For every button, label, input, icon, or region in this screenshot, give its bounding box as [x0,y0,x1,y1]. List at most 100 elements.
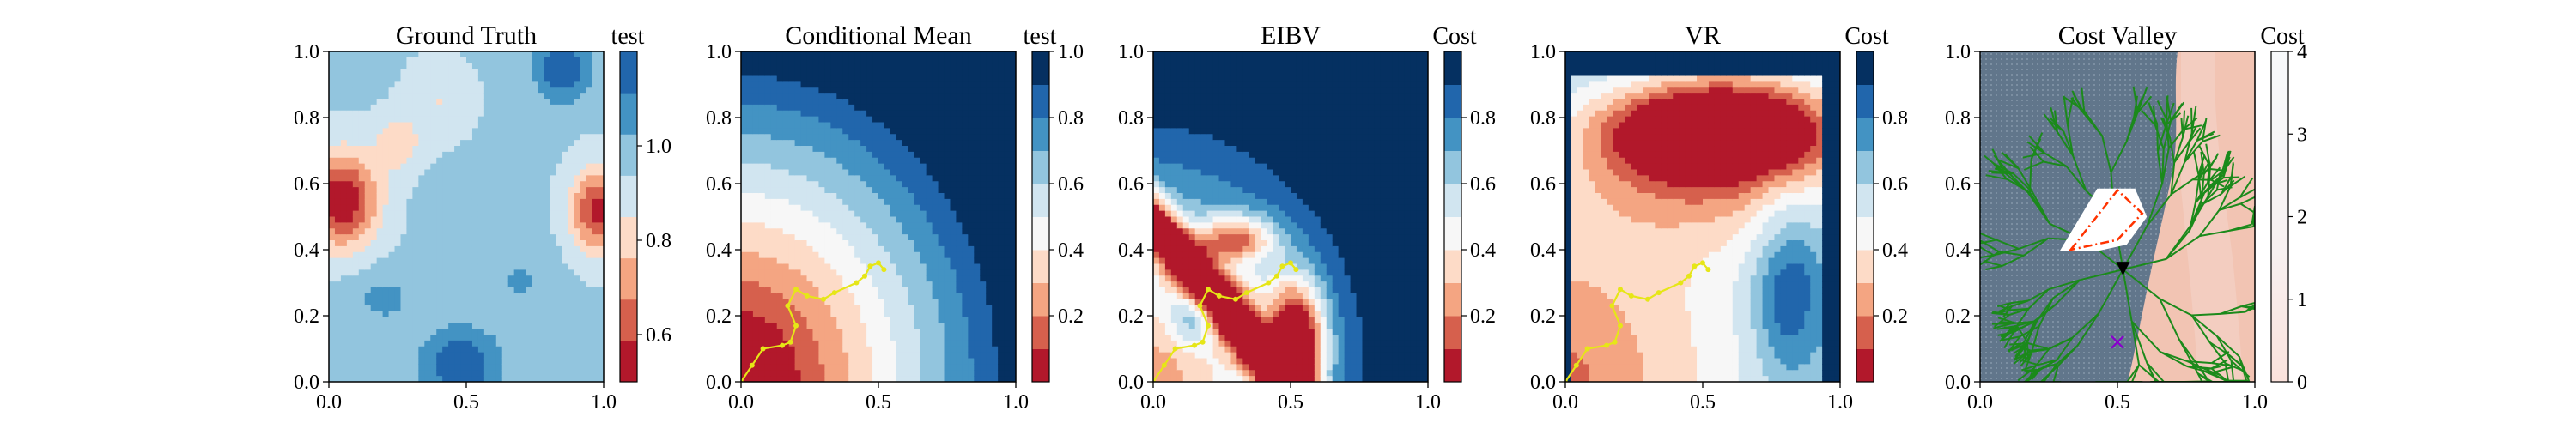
heat-cell [962,222,969,229]
heat-cell [544,198,550,206]
heat-cell [746,63,754,70]
heat-cell [746,257,754,265]
heat-cell [782,210,790,218]
heat-cell [334,281,342,288]
heat-cell [574,370,580,377]
heat-cell [890,329,897,335]
heat-cell [878,216,885,223]
heat-cell [824,263,831,270]
heat-cell [400,81,408,88]
heat-cell [340,299,348,306]
heat-cell [962,287,969,294]
heat-cell [950,210,957,218]
heat-cell [824,352,831,360]
heat-cell [764,116,772,124]
heat-cell [908,140,915,147]
heat-cell [758,104,766,112]
heat-cell [818,287,825,294]
heat-cell [752,317,760,323]
heat-cell [932,99,939,106]
heat-cell [334,358,342,365]
heat-cell [532,146,539,153]
heat-cell [848,175,855,182]
heat-cell [418,163,425,171]
heat-cell [495,216,503,223]
heat-cell [418,370,425,377]
heat-cell [812,305,820,312]
heat-cell [466,134,473,141]
heat-cell [442,340,449,347]
heat-cell [776,146,784,153]
heat-cell [406,134,413,141]
heat-cell [454,263,461,270]
heat-cell [489,51,497,58]
heat-cell [483,104,491,112]
heat-cell [866,169,873,176]
heat-cell [746,99,754,106]
heat-cell [586,163,592,171]
heat-cell [436,317,443,323]
heat-cell [400,116,408,124]
heat-cell [848,251,855,259]
heat-cell [370,234,378,241]
heat-cell [495,99,503,106]
heat-cell [770,251,778,259]
heat-cell [580,63,586,70]
heat-cell [388,81,396,88]
heat-cell [908,240,915,247]
heat-cell [812,69,820,76]
heat-cell [938,263,945,270]
heat-cell [842,245,849,253]
heat-cell [776,346,784,353]
heat-cell [932,87,939,94]
heat-cell [986,99,993,106]
heat-cell [454,234,461,241]
heat-cell [920,134,927,141]
heat-cell [872,222,879,229]
heat-cell [382,358,390,365]
heat-cell [800,370,808,377]
heat-cell [950,63,957,70]
heat-cell [460,116,467,124]
heat-cell [848,257,855,265]
heat-cell [526,305,533,312]
heat-cell [394,157,402,165]
heat-cell [896,134,903,141]
heat-cell [483,299,491,306]
heat-cell [532,251,539,259]
heat-cell [436,134,443,141]
heat-cell [812,257,820,265]
heat-cell [550,146,556,153]
heat-cell [824,251,831,259]
heat-cell [436,335,443,341]
heat-cell [598,275,604,282]
heat-cell [424,146,431,153]
heat-cell [376,116,384,124]
heat-cell [806,358,814,365]
heat-cell [460,251,467,259]
heat-cell [944,157,951,165]
heat-cell [974,99,981,106]
heat-cell [394,257,402,265]
heat-cell [412,251,419,259]
heat-cell [950,157,957,165]
heat-cell [513,63,521,70]
heat-cell [866,122,873,129]
heat-cell [938,151,945,159]
heat-cell [329,169,336,176]
heat-cell [580,358,586,365]
heat-cell [944,93,951,100]
heat-cell [758,87,766,94]
heat-cell [394,269,402,276]
heat-cell [580,146,586,153]
heat-cell [800,335,808,341]
heat-cell [538,251,545,259]
heat-cell [382,51,390,58]
colorbar-level [620,175,637,218]
heat-cell [986,122,993,129]
heat-cell [944,104,951,112]
heat-cell [501,275,509,282]
heat-cell [830,281,837,288]
heat-cell [334,210,342,218]
